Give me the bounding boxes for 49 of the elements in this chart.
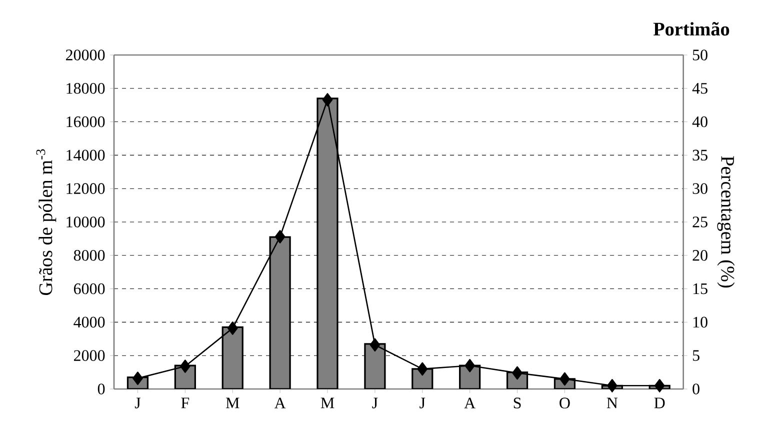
x-tick-label: D — [654, 398, 665, 408]
y2-tick-label: 10 — [693, 316, 708, 328]
point — [560, 372, 570, 386]
y-tick-label: 16000 — [66, 116, 105, 128]
y-tick-label: 20000 — [66, 50, 105, 60]
point — [417, 362, 428, 376]
x-tick-label: N — [606, 398, 618, 408]
y-tick-label: 2000 — [74, 350, 105, 361]
y2-tick-label: 40 — [692, 116, 708, 128]
point — [132, 372, 143, 385]
y-tick-label: 18000 — [66, 82, 105, 94]
x-tick-label: O — [560, 398, 570, 408]
y-tick-label: 6000 — [74, 283, 105, 294]
chart-title: Portimão — [653, 22, 730, 36]
point — [180, 360, 190, 373]
x-tick-label: A — [464, 398, 476, 408]
x-tick-label: J — [420, 398, 426, 408]
y2-tick-label: 15 — [693, 283, 708, 294]
y2-tick-label: 5 — [692, 350, 700, 361]
y2-tick-label: 30 — [692, 183, 708, 194]
y2-tick-label: 25 — [692, 216, 708, 228]
point — [274, 230, 286, 244]
x-tick-label: S — [514, 398, 521, 408]
x-tick-label: M — [226, 398, 240, 408]
y-tick-label: 12000 — [66, 183, 105, 194]
x-tick-label: A — [274, 398, 286, 408]
y-tick-label: 10000 — [66, 216, 105, 228]
y2-tick-label: 20 — [692, 250, 708, 261]
y2-tick-label: 0 — [692, 384, 700, 394]
x-tick-label: J — [372, 398, 378, 408]
point — [370, 338, 380, 352]
y2-tick-label: 50 — [692, 50, 708, 60]
x-tick-label: M — [320, 398, 334, 408]
y2-tick-label: 35 — [692, 150, 708, 161]
y2-tick-label: 45 — [692, 83, 708, 94]
point — [464, 358, 476, 372]
y2-axis-title: Percentagem (%) — [717, 156, 735, 288]
x-tick-label: F — [181, 398, 190, 408]
y-tick-label: 4000 — [74, 316, 105, 328]
point — [512, 366, 522, 380]
point — [322, 93, 333, 106]
point — [227, 322, 238, 335]
y-tick-label: 0 — [98, 384, 105, 394]
y-tick-label: 14000 — [66, 150, 105, 161]
y-tick-label: 8000 — [74, 250, 105, 261]
point — [606, 378, 618, 392]
point — [654, 378, 665, 392]
x-tick-label: J — [134, 398, 141, 408]
y-axis-title: Grãos de pólen m$^{-3}$ — [36, 149, 56, 296]
